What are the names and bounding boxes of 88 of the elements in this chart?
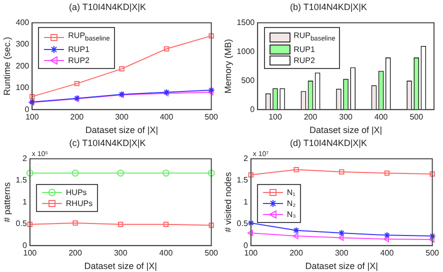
x-tick-label: 200	[290, 248, 304, 258]
x-tick-label: 400	[159, 248, 174, 258]
y-tick-label: 1.5	[16, 176, 28, 185]
y-tick-label: 500	[241, 76, 256, 85]
x-axis-title: Dataset size of |X|	[85, 125, 158, 136]
point	[118, 222, 124, 227]
y-axis-title: # visited nodes	[222, 172, 233, 232]
y-axis-title: # patterns	[2, 182, 12, 222]
legend-label: RUP1	[294, 44, 315, 56]
x-axis-title: Dataset size of |X|	[84, 261, 157, 272]
x-tick-label: 400	[374, 112, 388, 122]
y-tick-label: 1.5	[236, 176, 248, 185]
y-tick-label: 0	[243, 240, 248, 250]
legend-label: N₁	[286, 187, 296, 198]
y-tick-label: 1500	[236, 18, 256, 28]
point	[208, 222, 214, 228]
legend-label: RUP1	[68, 44, 90, 56]
point	[430, 171, 435, 177]
point	[384, 170, 390, 176]
x-axis-title: Dataset size of |X|	[309, 125, 382, 136]
x-tick-label: 400	[380, 248, 394, 258]
y-tick-label: 1	[22, 197, 28, 206]
legend-label: N₃	[286, 209, 296, 220]
x-tick-label: 200	[68, 248, 82, 258]
point	[27, 222, 33, 227]
legend-label: HUPs	[66, 187, 87, 198]
legend-label: RHUPs	[66, 198, 93, 210]
x-tick-label: 100	[268, 112, 282, 122]
point	[292, 226, 300, 234]
y-tick-label: 200	[16, 61, 30, 70]
y-tick-label: 0	[22, 240, 28, 250]
x-tick-label: 300	[339, 112, 354, 122]
y-tick-label: 2	[22, 154, 28, 164]
chart-title: (c) T10I4N4KD|X|K	[69, 138, 146, 148]
point	[162, 170, 170, 177]
point	[247, 230, 253, 236]
point	[72, 220, 78, 226]
point	[208, 170, 215, 177]
y-tick-label: 400	[16, 18, 30, 28]
x-tick-label: 300	[334, 248, 349, 258]
x-tick-label: 500	[410, 112, 424, 122]
y-axis-title: Memory (MB)	[222, 38, 233, 94]
chart-title: (d) T10I4N4KD|X|K	[290, 138, 368, 148]
point	[338, 230, 346, 237]
y-tick-label: 1000	[236, 46, 256, 56]
legend-label: N₂	[286, 198, 296, 210]
x-tick-label: 300	[114, 248, 128, 258]
x-tick-label: 400	[160, 112, 174, 122]
x-axis-title: Dataset size of |X|	[305, 261, 378, 272]
y-tick-label: 0.5	[16, 219, 28, 228]
point	[338, 234, 344, 241]
chart-title: (a) T10I4N4KD|X|K	[68, 2, 146, 12]
y-tick-label: 2	[243, 154, 248, 164]
point	[26, 170, 34, 177]
y-tick-label: 0.5	[236, 219, 248, 228]
point	[208, 33, 214, 38]
y-tick-label: 100	[16, 83, 30, 92]
point	[208, 89, 214, 96]
y-tick-label: 300	[16, 40, 30, 49]
y-tick-label: 0	[24, 104, 30, 114]
legend-label: RUP$_{baseline}$	[294, 30, 336, 44]
point	[339, 169, 344, 174]
point	[72, 170, 79, 177]
x-tick-label: 500	[204, 248, 219, 258]
point	[30, 94, 35, 100]
x-tick-label: 200	[304, 112, 318, 122]
x-tick-label: 500	[204, 112, 219, 122]
point	[164, 46, 170, 52]
point	[119, 66, 124, 72]
point	[117, 170, 124, 177]
x-tick-label: 300	[115, 112, 129, 122]
legend-label: RUP$_{baseline}$	[68, 30, 110, 44]
point	[383, 232, 390, 239]
point	[292, 232, 298, 240]
chart-title: (b) T10I4N4KD|X|K	[290, 2, 368, 12]
point	[248, 172, 254, 178]
y-tick-label: 0	[250, 104, 256, 114]
point	[428, 236, 434, 243]
series-label: RUP2	[294, 55, 315, 66]
x-tick-label: 200	[70, 112, 84, 122]
y-tick-label: 1	[243, 197, 248, 206]
point	[383, 236, 389, 242]
x-tick-label: 500	[426, 248, 440, 258]
point	[163, 222, 169, 227]
y-axis-title: Runtime (sec.)	[2, 36, 12, 96]
point	[74, 80, 80, 86]
legend-label: RUP2	[68, 55, 90, 66]
point	[294, 167, 299, 172]
